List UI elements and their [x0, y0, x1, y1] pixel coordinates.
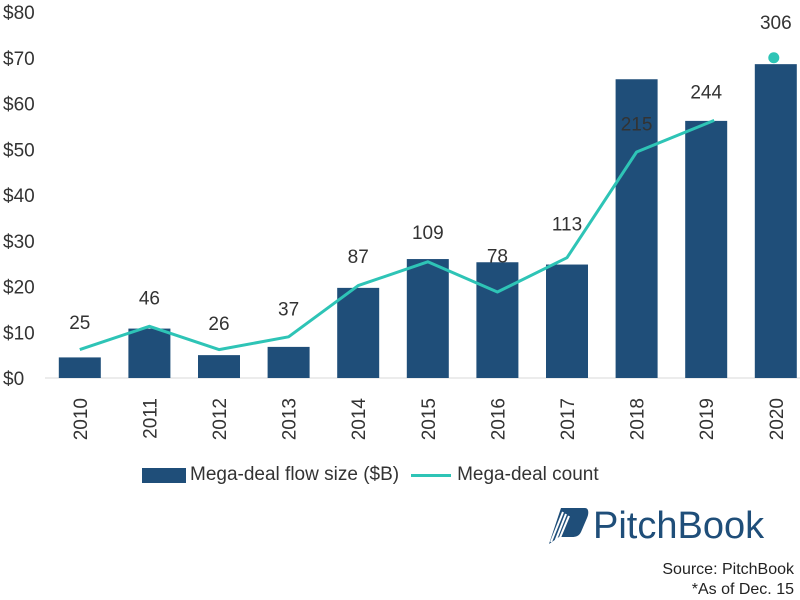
count-data-labels: 25 46 26 37 87 109 78 113 215 244 306 — [69, 13, 791, 335]
count-label-2010: 25 — [69, 313, 90, 334]
bar-2014 — [337, 287, 380, 378]
bar-series — [58, 64, 797, 378]
count-label-2020: 306 — [760, 13, 792, 34]
count-label-2016: 78 — [487, 246, 508, 267]
bar-2010 — [58, 357, 101, 378]
legend-bar-swatch — [142, 467, 186, 483]
count-label-2012: 26 — [208, 314, 229, 335]
count-label-2015: 109 — [412, 223, 444, 244]
x-tick-label: 2020 — [767, 398, 788, 440]
x-tick-label: 2019 — [697, 398, 718, 440]
bar-2019 — [685, 120, 728, 378]
source-date-note: *As of Dec. 15 — [691, 581, 794, 598]
y-tick-label: $30 — [3, 232, 35, 253]
x-tick-label: 2010 — [71, 398, 92, 440]
x-axis-ticks: 2010 2011 2012 2013 2014 2015 2016 2017 2018 2019… — [71, 398, 788, 441]
legend-label-flow-size: Mega-deal flow size ($B) — [190, 464, 400, 485]
y-tick-label: $10 — [3, 323, 35, 344]
bar-2015 — [406, 259, 449, 378]
y-tick-label: $60 — [3, 95, 35, 116]
legend-line-swatch — [411, 473, 452, 477]
y-tick-label: $0 — [3, 369, 24, 390]
bar-2018 — [615, 79, 658, 378]
count-label-2018: 215 — [621, 115, 653, 136]
bar-2017 — [546, 264, 588, 378]
x-tick-label: 2014 — [349, 398, 370, 441]
legend-item-count: Mega-deal count — [411, 464, 599, 486]
count-label-2011: 46 — [139, 288, 160, 309]
count-marker-2020 — [768, 52, 780, 64]
bar-2012 — [198, 355, 240, 378]
count-label-2014: 87 — [348, 247, 369, 268]
pitchbook-wordmark: PitchBook — [593, 504, 765, 547]
legend: Mega-deal flow size ($B) Mega-deal count — [142, 462, 611, 488]
y-tick-label: $70 — [3, 49, 35, 70]
source-line: Source: PitchBook — [662, 561, 794, 578]
bar-2016 — [476, 262, 519, 378]
y-tick-label: $50 — [3, 140, 35, 161]
count-label-2013: 37 — [278, 299, 299, 320]
bar-2011 — [128, 328, 171, 378]
x-tick-label: 2011 — [140, 398, 161, 439]
bar-2013 — [267, 346, 310, 378]
chart: $0 $10 $20 $30 $40 $50 $60 $70 $80 25 46 26 37 87 109… — [3, 3, 800, 441]
x-tick-label: 2015 — [419, 398, 440, 440]
pitchbook-logo: PitchBook — [543, 503, 764, 549]
y-tick-label: $20 — [3, 278, 35, 299]
y-tick-label: $40 — [3, 186, 35, 207]
source-note: Source: PitchBook *As of Dec. 15 — [662, 560, 794, 600]
count-markers — [768, 52, 780, 64]
count-label-2019: 244 — [690, 83, 722, 104]
count-label-2017: 113 — [552, 214, 582, 235]
y-axis-ticks: $0 $10 $20 $30 $40 $50 $60 $70 $80 — [3, 3, 35, 390]
legend-label-count: Mega-deal count — [457, 464, 599, 485]
bar-2020 — [754, 64, 797, 378]
legend-item-flow-size: Mega-deal flow size ($B) — [142, 464, 399, 486]
x-tick-label: 2016 — [488, 398, 509, 440]
count-line — [79, 119, 715, 352]
y-tick-label: $80 — [3, 3, 35, 24]
pitchbook-logo-icon — [549, 508, 589, 544]
x-tick-label: 2017 — [558, 398, 579, 440]
x-tick-label: 2013 — [280, 398, 301, 440]
x-tick-label: 2018 — [628, 398, 649, 440]
x-tick-label: 2012 — [210, 398, 231, 440]
